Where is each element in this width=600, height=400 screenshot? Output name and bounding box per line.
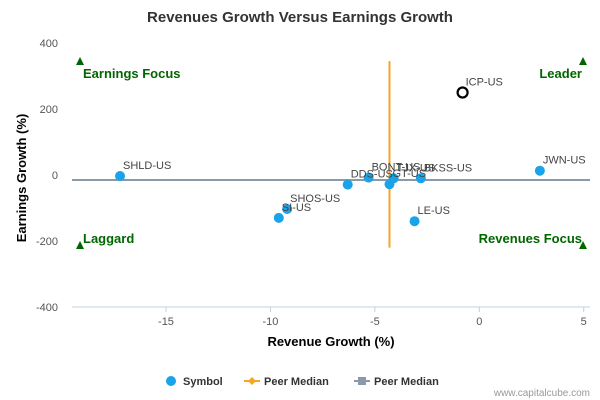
data-point-label: SI-US [282,202,311,214]
quadrant-label-laggard: Laggard [83,231,134,246]
y-axis-title: Earnings Growth (%) [14,114,29,243]
chart-title: Revenues Growth Versus Earnings Growth [147,9,453,26]
data-point [115,170,126,181]
y-tick-label: -400 [36,302,58,314]
x-axis-title: Revenue Growth (%) [267,334,394,349]
data-point-label: TJX-US [397,162,436,174]
plot-area: -15 -10 -5 0 5 -400 -200 0 200 400 Earnings Focus L… [36,38,590,328]
quadrant-label-earnings-focus: Earnings Focus [83,66,181,81]
legend-peer-median-marker [248,377,256,385]
x-tick-label: -15 [158,316,174,328]
data-point-label: SHOS-US [290,193,340,205]
legend-symbol-marker [166,376,176,386]
quadrant-label-leader: Leader [539,66,582,81]
legend-peer-median-marker [358,377,366,385]
quadrant-marker-top-right [579,57,587,65]
data-point [273,212,284,223]
quadrant-marker-bottom-left [76,241,84,249]
y-tick-label: 0 [52,170,58,182]
data-point-highlighted [456,86,469,99]
credit-text: www.capitalcube.com [493,388,590,399]
data-point-label: BKSS-US [424,162,472,174]
data-point-label: BONT-US [372,162,421,174]
legend-entry-label: Peer Median [374,376,439,388]
quadrant-label-revenues-focus: Revenues Focus [479,231,582,246]
legend-entry-label: Peer Median [264,376,329,388]
data-point [282,203,293,214]
data-point-label: SHLD-US [123,160,171,172]
x-tick-label: 0 [476,316,482,328]
x-tick-label: -10 [262,316,278,328]
data-point [342,179,353,190]
quadrant-marker-top-left [76,57,84,65]
data-point-label: JWN-US [543,155,586,167]
legend-entry-label: Symbol [183,376,223,388]
data-point-label: GT-US [392,168,426,180]
data-point-label: LE-US [418,205,450,217]
data-point [534,165,545,176]
data-point [415,173,426,184]
quadrant-marker-bottom-right [579,241,587,249]
x-tick-label: 5 [581,316,587,328]
y-tick-label: 200 [40,104,58,116]
y-tick-label: -200 [36,236,58,248]
x-tick-label: -5 [370,316,380,328]
legend: Symbol Peer Median Peer Median [166,376,439,388]
data-point [384,179,395,190]
data-point-label: ICP-US [466,77,503,89]
data-point [409,216,420,227]
data-point-label: DDS-US [351,169,393,181]
data-point [363,172,374,183]
y-tick-label: 400 [40,38,58,50]
